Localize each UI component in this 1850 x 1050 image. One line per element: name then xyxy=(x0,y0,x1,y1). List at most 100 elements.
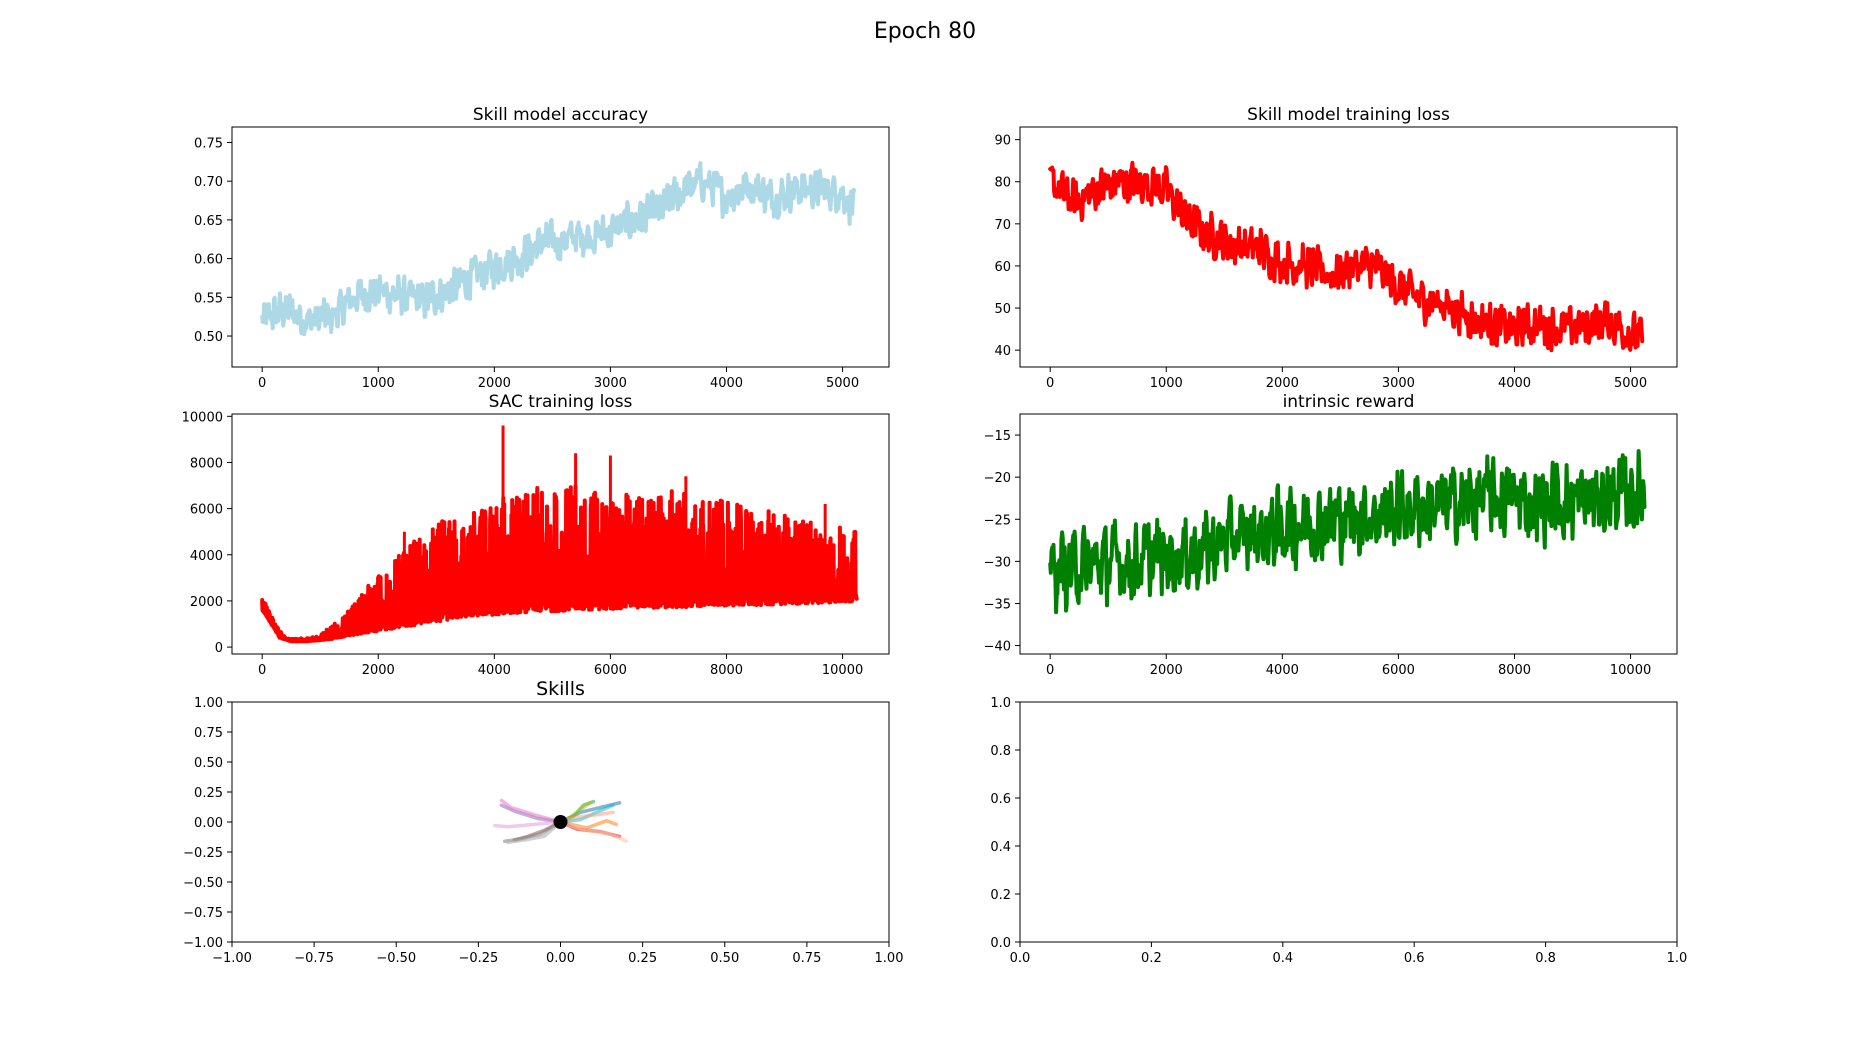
y-tick-label: 0.60 xyxy=(194,253,223,268)
axes-frame xyxy=(1019,126,1678,368)
origin-point xyxy=(553,815,568,829)
series-line xyxy=(499,798,563,824)
y-tick-label: 8000 xyxy=(190,456,223,471)
x-tick-label: 1000 xyxy=(1150,376,1183,391)
chart-title: SAC training loss xyxy=(489,392,633,412)
y-tick-label: 0.75 xyxy=(194,726,223,741)
y-tick-label: 0.65 xyxy=(194,214,223,229)
x-tick-label: 8000 xyxy=(710,663,743,678)
y-tick-label: 0.00 xyxy=(194,816,223,831)
y-tick-label: 2000 xyxy=(190,595,223,610)
x-tick-label: −0.50 xyxy=(376,951,416,966)
x-tick-label: 0.25 xyxy=(628,951,657,966)
chart-acc: 0 1000 2000 3000 4000 5000 0.50 0.55 0.60 0.65 0.7… xyxy=(194,105,890,391)
y-tick-label: 0.2 xyxy=(990,888,1011,903)
x-tick-label: 2000 xyxy=(362,663,395,678)
axes-frame xyxy=(231,126,890,368)
y-tick-label: 0.0 xyxy=(990,936,1011,951)
x-tick-label: 3000 xyxy=(594,376,627,391)
x-tick-label: 0 xyxy=(258,376,266,391)
x-tick-label: 10000 xyxy=(1610,663,1651,678)
y-tick-label: 0.50 xyxy=(194,756,223,771)
plot-area xyxy=(260,161,857,337)
x-tick-label: −0.75 xyxy=(294,951,334,966)
x-tick-label: 0.00 xyxy=(546,951,575,966)
y-tick-label: 50 xyxy=(994,302,1011,317)
x-tick-label: 0.8 xyxy=(1535,951,1556,966)
x-tick-label: 6000 xyxy=(594,663,627,678)
plot-area xyxy=(1048,160,1645,353)
x-tick-label: 0 xyxy=(258,663,266,678)
y-tick-label: −0.75 xyxy=(183,906,223,921)
x-tick-label: 0.6 xyxy=(1404,951,1425,966)
x-tick-label: 4000 xyxy=(1266,663,1299,678)
plot-area xyxy=(260,425,859,644)
y-tick-label: 0.25 xyxy=(194,786,223,801)
series-line xyxy=(260,161,857,337)
y-tick-label: 0.75 xyxy=(194,136,223,151)
x-tick-label: 2000 xyxy=(1150,663,1183,678)
x-tick-label: 6000 xyxy=(1382,663,1415,678)
y-tick-label: −0.50 xyxy=(183,876,223,891)
y-tick-label: −40 xyxy=(984,640,1011,655)
y-tick-label: 0.70 xyxy=(194,175,223,190)
y-tick-label: 60 xyxy=(994,260,1011,275)
y-tick-label: −20 xyxy=(984,471,1011,486)
chart-sac: 0 2000 4000 6000 8000 10000 0 2000 4000 6000 8000 1… xyxy=(182,392,890,678)
series-line xyxy=(1048,449,1647,615)
series-line xyxy=(558,810,615,824)
y-tick-label: 4000 xyxy=(190,549,223,564)
y-tick-label: 70 xyxy=(994,218,1011,233)
y-tick-label: 0.6 xyxy=(990,792,1011,807)
y-tick-label: 10000 xyxy=(182,410,223,425)
x-tick-label: 0.4 xyxy=(1272,951,1293,966)
y-tick-label: −35 xyxy=(984,597,1011,612)
x-tick-label: 10000 xyxy=(822,663,863,678)
chart-rew: 0 2000 4000 6000 8000 10000 −40 −35 −30 −25 −20 −15… xyxy=(984,392,1678,678)
figure-suptitle: Epoch 80 xyxy=(874,19,976,44)
y-tick-label: 40 xyxy=(994,344,1011,359)
x-tick-label: 0.50 xyxy=(710,951,739,966)
x-tick-label: 8000 xyxy=(1498,663,1531,678)
y-tick-label: 1.00 xyxy=(194,696,223,711)
x-tick-label: 5000 xyxy=(826,376,859,391)
y-tick-label: 1.0 xyxy=(990,696,1011,711)
y-tick-label: 0.55 xyxy=(194,291,223,306)
axes-frame xyxy=(1019,701,1678,943)
chart-empty: 0.0 0.2 0.4 0.6 0.8 1.0 0.0 0.2 0.4 0.6 0.8 1.0 xyxy=(990,696,1687,966)
y-tick-label: −30 xyxy=(984,555,1011,570)
x-tick-label: 0.0 xyxy=(1010,951,1031,966)
x-tick-label: 1.00 xyxy=(875,951,904,966)
x-tick-label: −0.25 xyxy=(458,951,498,966)
plot-area xyxy=(493,798,628,845)
x-tick-label: 5000 xyxy=(1614,376,1647,391)
x-tick-label: 1000 xyxy=(362,376,395,391)
chart-loss: 0 1000 2000 3000 4000 5000 40 50 60 70 80 90 Skill m… xyxy=(994,105,1678,391)
y-tick-label: 0.8 xyxy=(990,744,1011,759)
y-tick-label: 0 xyxy=(215,641,223,656)
y-tick-label: −1.00 xyxy=(183,936,223,951)
x-tick-label: 2000 xyxy=(478,376,511,391)
y-tick-label: −25 xyxy=(984,513,1011,528)
x-tick-label: 4000 xyxy=(478,663,511,678)
plot-area xyxy=(1048,449,1647,615)
chart-title: Skill model accuracy xyxy=(473,105,648,125)
x-tick-label: 0.75 xyxy=(792,951,821,966)
chart-title: Skill model training loss xyxy=(1247,105,1450,125)
x-tick-label: −1.00 xyxy=(212,951,252,966)
y-tick-label: −0.25 xyxy=(183,846,223,861)
chart-title: Skills xyxy=(536,678,585,700)
x-tick-label: 0 xyxy=(1046,376,1054,391)
series-line xyxy=(506,820,563,845)
y-tick-label: 0.4 xyxy=(990,840,1011,855)
series-line xyxy=(260,484,859,644)
x-tick-label: 3000 xyxy=(1382,376,1415,391)
y-tick-label: 80 xyxy=(994,176,1011,191)
y-tick-label: 0.50 xyxy=(194,330,223,345)
chart-skills: −1.00 −0.75 −0.50 −0.25 0.00 0.25 0.50 0.75 1.00… xyxy=(183,678,903,966)
series-line xyxy=(493,820,563,829)
series-line xyxy=(558,820,628,843)
x-tick-label: 0 xyxy=(1046,663,1054,678)
x-tick-label: 0.2 xyxy=(1141,951,1162,966)
